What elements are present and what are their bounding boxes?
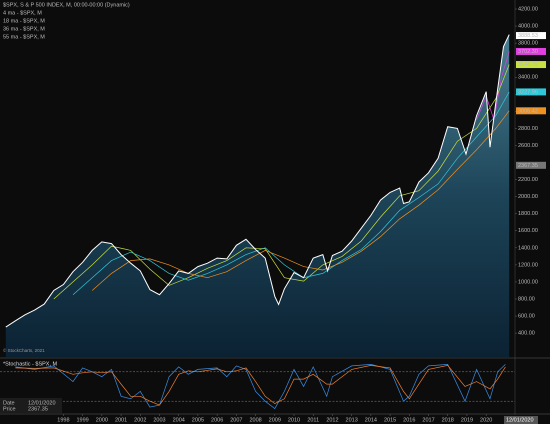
- legend-entry: 36 ma - $SPX, M: [3, 26, 45, 32]
- stochastic-line: [15, 364, 506, 410]
- x-tick-label: 2011: [307, 417, 319, 423]
- ma-line: [91, 110, 510, 291]
- last-value-badge: [516, 107, 546, 115]
- crosshair-price-label: 2367.35: [518, 163, 538, 169]
- x-tick-label: 2007: [230, 417, 242, 423]
- x-tick-label: 1998: [57, 417, 69, 423]
- x-tick-label: 2000: [96, 417, 108, 423]
- last-value-badge: [516, 88, 546, 96]
- last-value-label: 3006.42: [518, 108, 538, 114]
- y-tick-label: 1600.00: [518, 228, 538, 234]
- x-tick-label: 2019: [461, 417, 473, 423]
- x-tick-label: 2017: [422, 417, 434, 423]
- x-tick-label: 2009: [269, 417, 281, 423]
- y-tick-label: 600.00: [518, 314, 535, 320]
- crosshair-box: [0, 398, 62, 413]
- stochastic-title: *Stochastic - $SPX, M: [3, 361, 58, 367]
- last-value-label: 3548.79: [518, 62, 538, 68]
- legend-entry: 18 ma - $SPX, M: [3, 18, 45, 24]
- y-tick-label: 2600.00: [518, 143, 538, 149]
- last-value-label: 3227.96: [518, 89, 538, 95]
- x-tick-label: 2015: [384, 417, 396, 423]
- x-tick-label: 2001: [115, 417, 127, 423]
- y-tick-label: 4000.00: [518, 24, 538, 30]
- legend-entry: 4 ma - $SPX, M: [3, 10, 42, 16]
- x-tick-label: 2018: [442, 417, 454, 423]
- ma-line: [53, 64, 510, 300]
- last-value-badge: [516, 32, 546, 40]
- y-tick-label: 3400.00: [518, 75, 538, 81]
- y-tick-label: 4200.00: [518, 6, 538, 12]
- date-label: Date: [3, 400, 15, 406]
- x-tick-label: 1999: [77, 417, 89, 423]
- x-tick-label: 2002: [134, 417, 146, 423]
- date-value: 12/01/2020: [28, 400, 56, 406]
- y-tick-label: 1800.00: [518, 211, 538, 217]
- x-tick-label: 2003: [153, 417, 165, 423]
- x-tick-label: 2020: [480, 417, 492, 423]
- y-tick-label: 1400.00: [518, 245, 538, 251]
- x-tick-label: 2010: [288, 417, 300, 423]
- x-tick-label: 2013: [346, 417, 358, 423]
- y-tick-label: 2800.00: [518, 126, 538, 132]
- y-tick-label: 400.00: [518, 331, 535, 337]
- copyright: © StockCharts, 2021: [3, 347, 45, 353]
- last-value-label: 3888.53: [518, 33, 538, 39]
- last-value-badge: [516, 61, 546, 69]
- x-tick-label: 2006: [211, 417, 223, 423]
- y-tick-label: 2000.00: [518, 194, 538, 200]
- price-line: [5, 34, 510, 328]
- x-tick-label: 2016: [403, 417, 415, 423]
- price-value: 2367.35: [28, 406, 48, 412]
- last-value-label: 3702.30: [518, 49, 538, 55]
- y-tick-label: 3800.00: [518, 41, 538, 47]
- x-tick-label: 2014: [365, 417, 377, 423]
- date-badge-text: 12/01/2020: [506, 417, 534, 423]
- x-tick-label: 2004: [173, 417, 185, 423]
- y-tick-label: 800.00: [518, 296, 535, 302]
- last-value-badge: [516, 47, 546, 55]
- price-area: [5, 34, 510, 357]
- y-tick-label: 1000.00: [518, 279, 538, 285]
- legend-entry: $SPX, S & P 500 INDEX, M, 00:00-00:00 (D…: [3, 2, 130, 8]
- y-tick-label: 1200.00: [518, 262, 538, 268]
- x-tick-label: 2012: [326, 417, 338, 423]
- x-tick-label: 2008: [249, 417, 261, 423]
- x-tick-label: 2005: [192, 417, 204, 423]
- crosshair-price-badge: [516, 161, 546, 169]
- date-badge: [504, 416, 538, 424]
- price-label: Price: [3, 406, 16, 412]
- legend-entry: 55 ma - $SPX, M: [3, 34, 45, 40]
- y-tick-label: 2200.00: [518, 177, 538, 183]
- stochastic-line: [15, 365, 506, 406]
